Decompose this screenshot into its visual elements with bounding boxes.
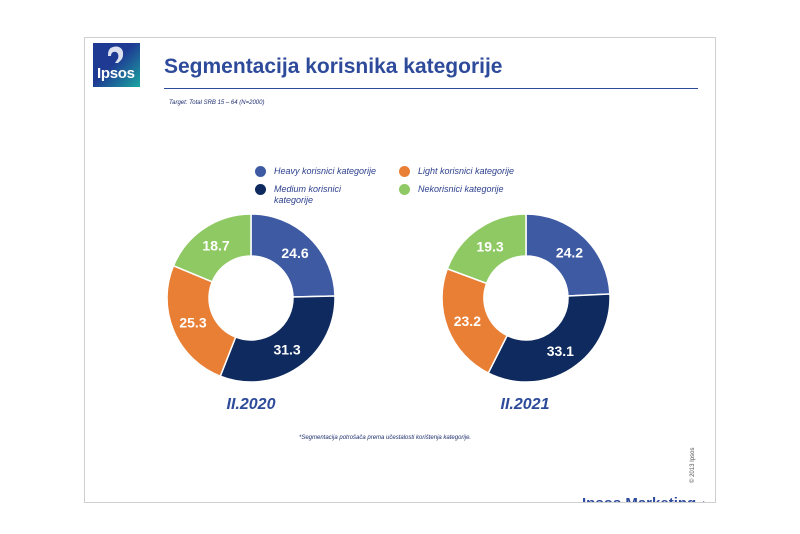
donut-II.2020-slice-non [172,213,252,283]
footnote: *Segmentacija potrošača prema učestalost… [299,435,472,441]
donut-II.2021-value-light: 23.2 [454,313,481,329]
donut-II.2021-slice-non [446,213,527,285]
legend-label-medium: Medium korisnici kategorije [274,184,342,205]
target-note: Target: Total SRB 15 – 64 (N=2000) [169,100,265,106]
footer-brand: Ipsos Marketing [582,495,696,502]
legend-swatch-non [399,184,410,195]
donut-II.2021-value-heavy: 24.2 [556,244,583,260]
donut-charts: 24.6 31.3 25.3 18.7 24.2 33.1 23.2 19.3 [166,213,611,383]
page-title: Segmentacija korisnika kategorije [164,55,503,78]
logo-figure-icon [108,46,124,63]
legend-label-non: Nekorisnici kategorije [418,184,504,194]
ipsos-logo: Ipsos [93,43,140,87]
slide: Ipsos Segmentacija korisnika kategorije … [84,37,716,503]
legend-item-medium: Medium korisnici kategorije [255,184,355,206]
legend-item-heavy: Heavy korisnici kategorije [255,166,376,177]
donut-II.2021-value-non: 19.3 [476,238,503,254]
legend-label-light: Light korisnici kategorije [418,166,515,176]
copyright: © 2013 Ipsos [690,447,696,483]
legend-swatch-light [399,166,410,177]
donut-II.2020-value-heavy: 24.6 [281,245,308,261]
legend-label-heavy: Heavy korisnici kategorije [274,166,377,176]
donut-II.2021-slice-heavy [525,213,611,297]
legend-swatch-heavy [255,166,266,177]
chart-label-2020: II.2020 [226,396,276,413]
donut-II.2021-slice-light [441,267,509,375]
donut-II.2020-value-light: 25.3 [179,315,206,331]
legend-item-light: Light korisnici kategorije [399,166,514,177]
legend-swatch-medium [255,184,266,195]
legend-item-non: Nekorisnici kategorije [399,184,504,195]
donut-II.2020-value-medium: 31.3 [273,342,300,358]
donut-II.2020-slice-heavy [250,213,336,298]
title-divider [164,88,698,89]
donut-II.2020-slice-medium [219,295,336,383]
donut-II.2020-slice-light [166,264,237,378]
chart-label-2021: II.2021 [500,396,550,413]
donut-II.2021-value-medium: 33.1 [547,343,574,359]
donut-II.2020-value-non: 18.7 [202,238,229,254]
donut-II.2021-slice-medium [487,293,611,383]
footer-mark: 4 [702,501,705,502]
logo-text: Ipsos [97,65,135,82]
